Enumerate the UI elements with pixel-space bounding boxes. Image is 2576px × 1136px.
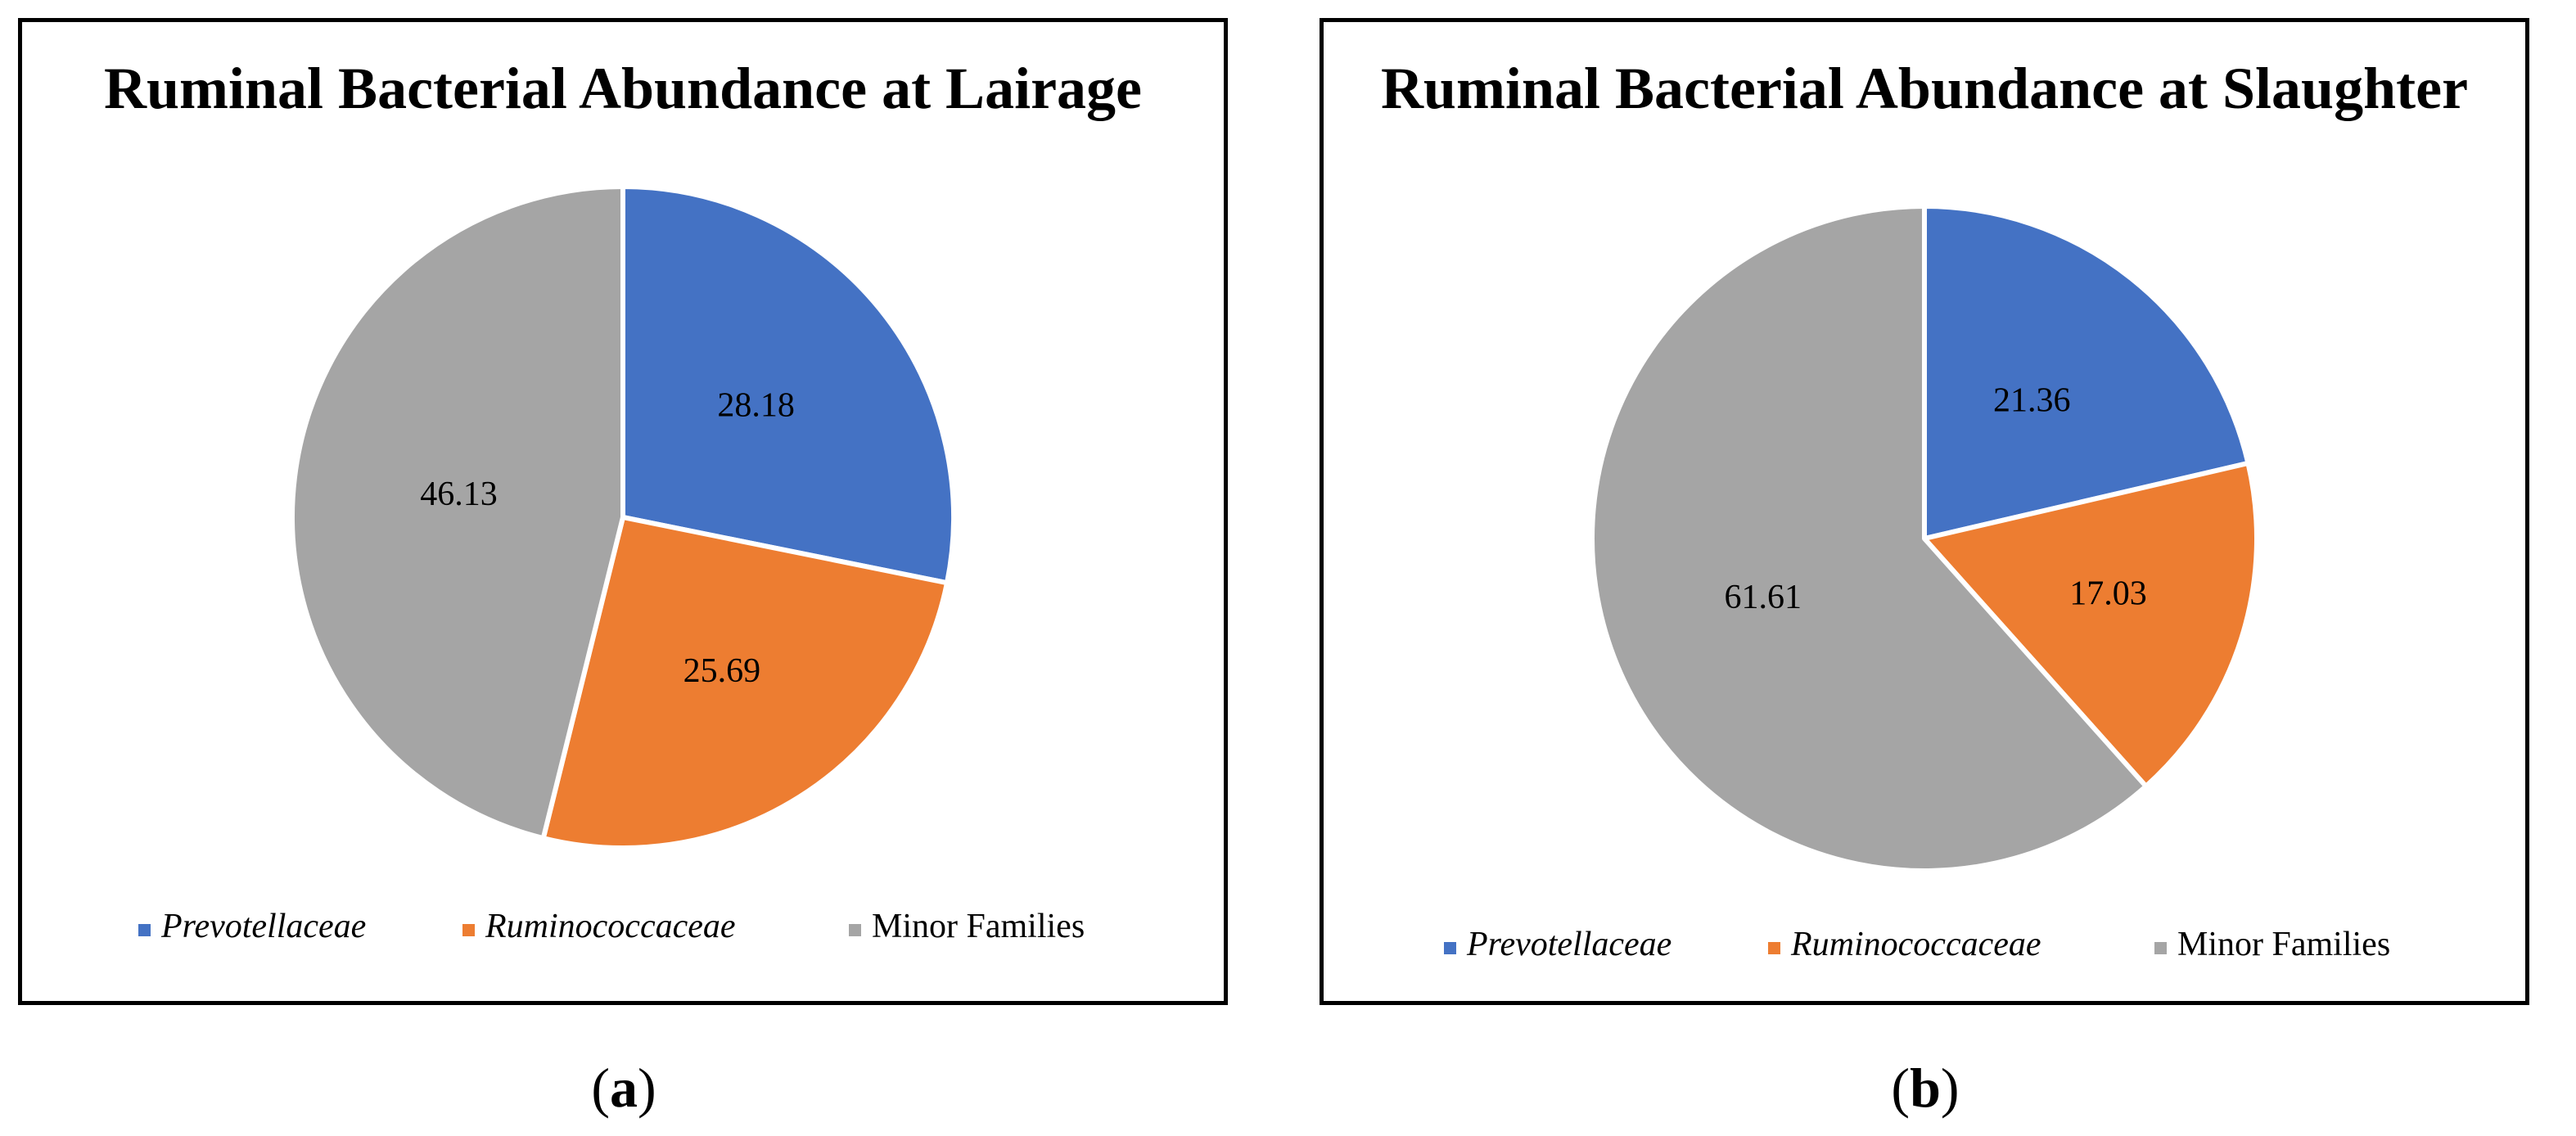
panel-caption-a: (a): [591, 1057, 656, 1119]
legend-swatch-ruminococcaceae: [462, 924, 475, 936]
pie-chart-lairage: Ruminal Bacterial Abundance at Lairage 2…: [104, 56, 1142, 945]
legend-swatch-prevotellaceae: [138, 924, 151, 936]
pie-slice-minor-families: [1590, 204, 2149, 873]
data-label-prevotellaceae: 28.18: [717, 387, 795, 425]
data-label-ruminococcaceae: 17.03: [2069, 575, 2147, 613]
legend-swatch-minor-families: [2154, 942, 2167, 954]
legend-label-prevotellaceae: Prevotellaceae: [1466, 926, 1671, 963]
pie-slice-minor-families: [290, 184, 625, 841]
legend: Prevotellaceae Ruminococcaceae Minor Famil…: [138, 908, 1085, 945]
legend-swatch-prevotellaceae: [1444, 942, 1456, 954]
data-label-minor-families: 46.13: [420, 476, 498, 513]
data-label-minor-families: 61.61: [1725, 579, 1802, 616]
pie-chart-slaughter: Ruminal Bacterial Abundance at Slaughter…: [1381, 56, 2468, 963]
data-label-ruminococcaceae: 25.69: [683, 652, 761, 690]
legend-label-prevotellaceae: Prevotellaceae: [160, 908, 366, 945]
legend-label-minor-families: Minor Families: [872, 908, 1085, 945]
chart-panel-lairage: Ruminal Bacterial Abundance at Lairage 2…: [18, 18, 1228, 1005]
chart-title: Ruminal Bacterial Abundance at Slaughter: [1381, 56, 2468, 121]
legend-label-minor-families: Minor Families: [2177, 926, 2390, 963]
legend-label-ruminococcaceae: Ruminococcaceae: [1790, 926, 2041, 963]
data-label-prevotellaceae: 21.36: [1993, 381, 2071, 419]
chart-panel-slaughter: Ruminal Bacterial Abundance at Slaughter…: [1320, 18, 2529, 1005]
chart-title: Ruminal Bacterial Abundance at Lairage: [104, 56, 1142, 121]
pie-slice-ruminococcaceae: [1922, 460, 2259, 789]
pie-slice-ruminococcaceae: [540, 515, 950, 850]
legend-label-ruminococcaceae: Ruminococcaceae: [485, 908, 736, 945]
legend-swatch-ruminococcaceae: [1768, 942, 1780, 954]
legend-swatch-minor-families: [849, 924, 861, 936]
legend: Prevotellaceae Ruminococcaceae Minor Famil…: [1444, 926, 2390, 963]
panel-caption-b: (b): [1891, 1057, 1960, 1119]
pie-slice-prevotellaceae: [1922, 204, 2251, 541]
pie-slice-prevotellaceae: [620, 184, 956, 586]
